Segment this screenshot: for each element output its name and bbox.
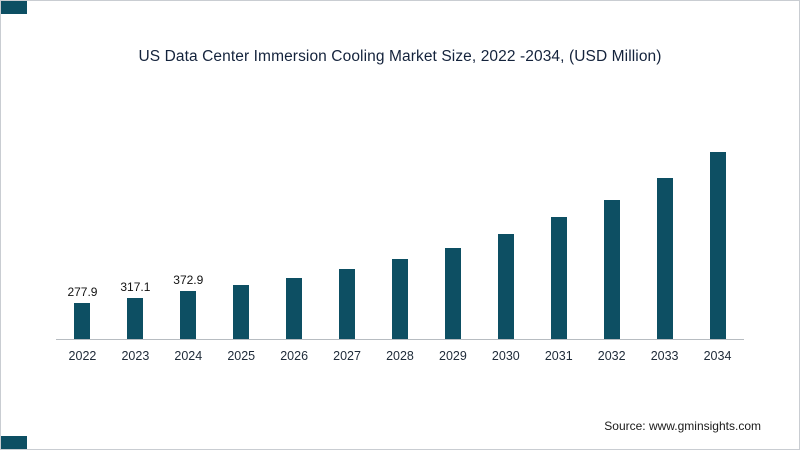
bar-2023 [127, 298, 144, 339]
x-tick-2030: 2030 [491, 349, 520, 363]
x-tick-2023: 2023 [121, 349, 150, 363]
bar-2032 [603, 200, 620, 339]
bar-2025 [233, 285, 250, 339]
x-tick-2028: 2028 [386, 349, 414, 363]
x-tick-2027: 2027 [333, 349, 361, 363]
source-credit: Source: www.gminsights.com [604, 419, 761, 433]
x-tick-2024: 2024 [174, 349, 203, 363]
x-tick-2034: 2034 [703, 349, 732, 363]
bar-value-label-2024: 372.9 [173, 273, 204, 287]
corner-accent-top-left [1, 1, 27, 14]
chart-area: 277.9 317.1 372.9 2022 2023 2024 2025 2026 2027… [56, 89, 744, 363]
bar-slot-2030 [479, 216, 532, 339]
bar-2027 [339, 269, 356, 339]
bar-value-label-2023: 317.1 [120, 280, 151, 294]
x-tick-2031: 2031 [544, 349, 573, 363]
chart-plot: 277.9 317.1 372.9 [56, 89, 744, 340]
bar-slot-2023: 317.1 [109, 280, 162, 339]
bar-2024 [180, 291, 197, 339]
bar-2030 [497, 234, 514, 339]
corner-accent-bottom-left [1, 436, 27, 449]
chart-title: US Data Center Immersion Cooling Market … [138, 48, 662, 65]
bar-2022 [74, 303, 91, 339]
bar-2033 [656, 178, 673, 339]
bar-2026 [286, 278, 303, 339]
bar-slot-2027 [321, 251, 374, 339]
bar-2029 [444, 248, 461, 339]
bar-slot-2032 [585, 182, 638, 339]
bar-2034 [709, 152, 726, 339]
x-tick-2033: 2033 [650, 349, 679, 363]
bar-slot-2033 [638, 160, 691, 339]
bar-2028 [391, 259, 408, 339]
bar-slot-2022: 277.9 [56, 285, 109, 339]
bar-slot-2025 [215, 267, 268, 339]
x-tick-2022: 2022 [68, 349, 97, 363]
x-tick-2026: 2026 [280, 349, 309, 363]
x-tick-2029: 2029 [439, 349, 467, 363]
x-tick-2025: 2025 [227, 349, 256, 363]
bar-value-label-2022: 277.9 [67, 285, 98, 299]
x-axis-labels: 2022 2023 2024 2025 2026 2027 2028 2029 2030 2031… [56, 340, 744, 363]
x-tick-2032: 2032 [597, 349, 626, 363]
bar-slot-2031 [532, 199, 585, 339]
bar-slot-2024: 372.9 [162, 273, 215, 339]
bar-slot-2029 [426, 230, 479, 339]
bar-2031 [550, 217, 567, 339]
bar-slot-2026 [268, 260, 321, 339]
bar-slot-2034 [691, 134, 744, 339]
bar-slot-2028 [374, 241, 427, 339]
